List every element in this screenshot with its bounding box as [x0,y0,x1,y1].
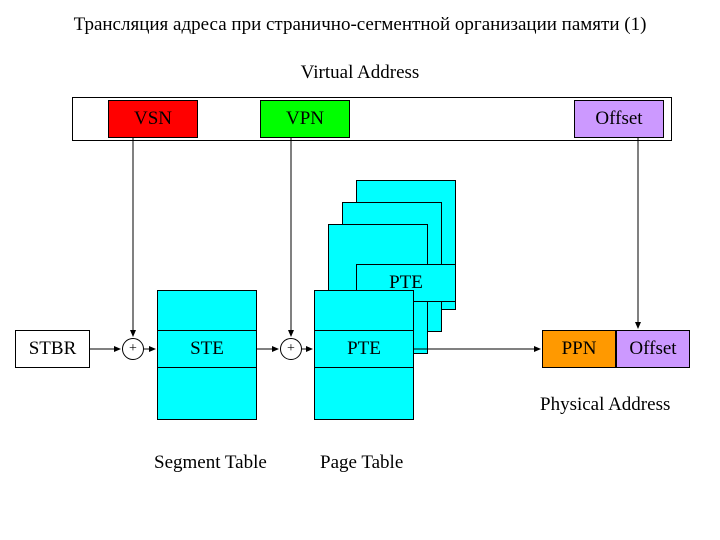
vsn-box: VSN [108,100,198,138]
offset-box: Offset [574,100,664,138]
page-title: Трансляция адреса при странично-сегментн… [0,14,720,36]
ppn-box: PPN [542,330,616,368]
virtual-address-label: Virtual Address [0,62,720,84]
physical-address-label: Physical Address [540,394,670,416]
pte-box: PTE [314,330,414,368]
ste-box: STE [157,330,257,368]
vpn-box: VPN [260,100,350,138]
adder-2: + [280,338,302,360]
segment-table-label: Segment Table [154,452,267,474]
offset2-box: Offset [616,330,690,368]
page-table-label: Page Table [320,452,403,474]
stbr-box: STBR [15,330,90,368]
adder-1: + [122,338,144,360]
